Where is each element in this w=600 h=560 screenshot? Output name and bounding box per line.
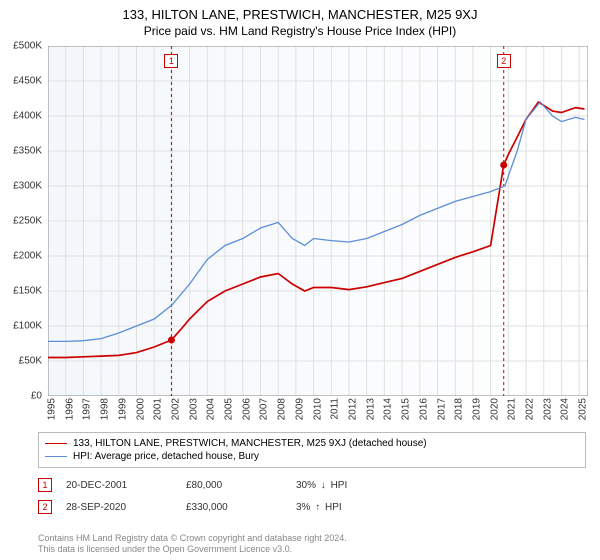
x-axis-label: 2013 <box>365 398 376 420</box>
marker-date-2: 28-SEP-2020 <box>66 502 186 513</box>
chart-area: £0£50K£100K£150K£200K£250K£300K£350K£400… <box>48 46 588 396</box>
x-axis-label: 2012 <box>347 398 358 420</box>
marker-badge-1: 1 <box>38 478 52 492</box>
marker-row-2: 2 28-SEP-2020 £330,000 3% ↑ HPI <box>38 500 586 514</box>
x-axis-label: 2010 <box>312 398 323 420</box>
y-axis-label: £300K <box>0 181 42 192</box>
legend-row-series-2: HPI: Average price, detached house, Bury <box>45 450 579 463</box>
x-axis-label: 2004 <box>206 398 217 420</box>
footer-line-2: This data is licensed under the Open Gov… <box>38 544 586 556</box>
x-axis-label: 2007 <box>259 398 270 420</box>
x-axis-label: 2017 <box>436 398 447 420</box>
marker-badge-2: 2 <box>38 500 52 514</box>
marker-price-1: £80,000 <box>186 480 296 491</box>
x-axis-label: 2014 <box>383 398 394 420</box>
x-axis-label: 2015 <box>401 398 412 420</box>
legend: 133, HILTON LANE, PRESTWICH, MANCHESTER,… <box>38 432 586 468</box>
chart-marker-badge-1: 1 <box>164 54 178 68</box>
x-axis-label: 2003 <box>188 398 199 420</box>
marker-price-2: £330,000 <box>186 502 296 513</box>
legend-row-series-1: 133, HILTON LANE, PRESTWICH, MANCHESTER,… <box>45 437 579 450</box>
x-axis-label: 1997 <box>82 398 93 420</box>
x-axis-label: 1998 <box>100 398 111 420</box>
legend-swatch-1 <box>45 443 67 444</box>
x-axis-label: 2011 <box>330 398 341 420</box>
legend-label-2: HPI: Average price, detached house, Bury <box>73 451 259 462</box>
y-axis-label: £400K <box>0 111 42 122</box>
x-axis-label: 2009 <box>294 398 305 420</box>
y-axis-label: £500K <box>0 41 42 52</box>
chart-title: 133, HILTON LANE, PRESTWICH, MANCHESTER,… <box>0 0 600 24</box>
legend-swatch-2 <box>45 456 67 457</box>
y-axis-label: £450K <box>0 76 42 87</box>
x-axis-label: 2016 <box>418 398 429 420</box>
marker-pct-2: 3% ↑ HPI <box>296 502 386 513</box>
chart-marker-badge-2: 2 <box>497 54 511 68</box>
arrow-up-icon: ↑ <box>315 502 320 513</box>
y-axis-label: £100K <box>0 321 42 332</box>
x-axis-label: 2002 <box>170 398 181 420</box>
marker-date-1: 20-DEC-2001 <box>66 480 186 491</box>
x-axis-label: 2018 <box>454 398 465 420</box>
x-axis-label: 2023 <box>542 398 553 420</box>
arrow-down-icon: ↓ <box>321 480 326 491</box>
chart-container: 133, HILTON LANE, PRESTWICH, MANCHESTER,… <box>0 0 600 560</box>
y-axis-label: £50K <box>0 356 42 367</box>
marker-row-1: 1 20-DEC-2001 £80,000 30% ↓ HPI <box>38 478 586 492</box>
chart-plot <box>48 46 588 396</box>
footer-line-1: Contains HM Land Registry data © Crown c… <box>38 533 586 545</box>
y-axis-label: £0 <box>0 391 42 402</box>
x-axis-label: 1996 <box>64 398 75 420</box>
y-axis-label: £200K <box>0 251 42 262</box>
x-axis-label: 2022 <box>525 398 536 420</box>
legend-label-1: 133, HILTON LANE, PRESTWICH, MANCHESTER,… <box>73 438 427 449</box>
y-axis-label: £350K <box>0 146 42 157</box>
x-axis-label: 2001 <box>153 398 164 420</box>
x-axis-label: 1995 <box>47 398 58 420</box>
marker-pct-1: 30% ↓ HPI <box>296 480 386 491</box>
y-axis-label: £250K <box>0 216 42 227</box>
x-axis-label: 2019 <box>471 398 482 420</box>
x-axis-label: 2006 <box>241 398 252 420</box>
x-axis-label: 2000 <box>135 398 146 420</box>
x-axis-label: 2024 <box>560 398 571 420</box>
chart-subtitle: Price paid vs. HM Land Registry's House … <box>0 24 600 42</box>
x-axis-label: 2020 <box>489 398 500 420</box>
x-axis-label: 1999 <box>117 398 128 420</box>
x-axis-label: 2025 <box>578 398 589 420</box>
y-axis-label: £150K <box>0 286 42 297</box>
footer: Contains HM Land Registry data © Crown c… <box>38 533 586 556</box>
x-axis-label: 2021 <box>507 398 518 420</box>
x-axis-label: 2005 <box>224 398 235 420</box>
x-axis-label: 2008 <box>277 398 288 420</box>
